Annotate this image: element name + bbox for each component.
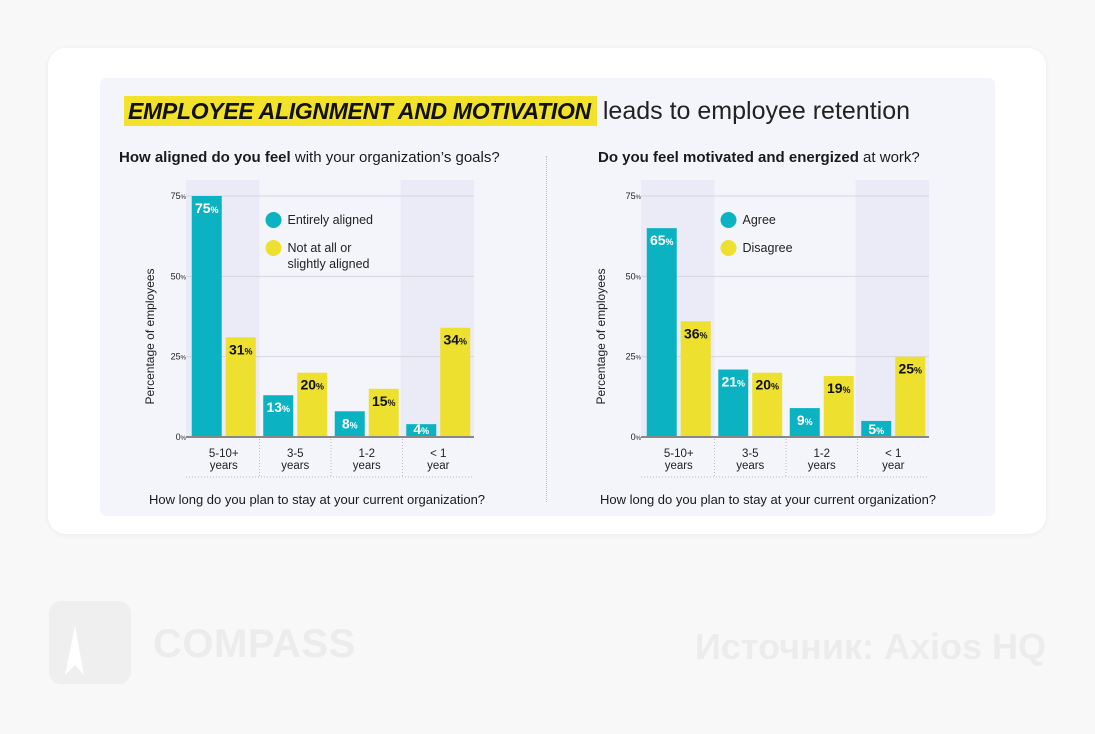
chart1-xlabel: How long do you plan to stay at your cur… (149, 492, 486, 507)
bar-series-a (789, 408, 820, 436)
page-title: EMPLOYEE ALIGNMENT AND MOTIVATION leads … (124, 96, 910, 126)
chart1-question-rest: with your organization’s goals? (290, 149, 500, 166)
y-tick-label: 75% (626, 191, 642, 201)
bar-value-label: 19% (827, 380, 851, 396)
y-tick-label: 25% (171, 352, 187, 362)
legend-swatch-icon (265, 212, 282, 228)
y-tick-label: 0% (631, 432, 642, 442)
bar-series-a (406, 424, 437, 436)
legend-swatch-icon (265, 240, 282, 256)
legend-label: slightly aligned (288, 257, 370, 271)
chart2-question: Do you feel motivated and energized at w… (598, 149, 920, 166)
bar-value-label: 21% (721, 374, 745, 390)
chart-divider (546, 156, 547, 502)
bar-value-label: 15% (372, 393, 396, 409)
bar-series-b (225, 337, 256, 436)
x-tick-label: years (736, 460, 764, 472)
bar-series-a (718, 369, 749, 436)
compass-logo (49, 601, 131, 684)
bar-value-label: 4% (413, 421, 429, 437)
y-tick-label: 50% (171, 271, 187, 281)
bar-value-label: 8% (342, 415, 358, 431)
bar-series-b (368, 388, 399, 436)
bar-series-b (823, 375, 854, 436)
title-highlight: EMPLOYEE ALIGNMENT AND MOTIVATION (124, 96, 597, 126)
x-tick-label: years (808, 460, 836, 472)
chart1-question-bold: How aligned do you feel (119, 149, 291, 166)
x-tick-label: year (427, 460, 450, 472)
y-tick-label: 0% (176, 432, 187, 442)
bar-series-a (263, 395, 294, 436)
footer-brand: COMPASS (153, 622, 356, 666)
bar-value-label: 25% (898, 361, 922, 377)
bar-series-b (752, 372, 783, 436)
bar-series-b (440, 327, 471, 436)
bar-value-label: 65% (650, 232, 674, 248)
x-tick-label: 5-10+ (209, 448, 239, 460)
bar-series-a (861, 420, 892, 436)
arrow-logo-icon (65, 626, 84, 675)
bar-series-a (646, 228, 677, 436)
chart1-question: How aligned do you feel with your organi… (119, 149, 500, 166)
chart-aligned: 0% 25% 50% 75% Percentage of employees 75% 31%… (143, 180, 474, 478)
bar-value-label: 75% (195, 200, 219, 216)
bar-value-label: 31% (229, 341, 253, 357)
title-rest: leads to employee retention (602, 97, 911, 125)
x-tick-label: 3-5 (287, 448, 304, 460)
chart2-question-bold: Do you feel motivated and energized (598, 149, 859, 166)
y-tick-label: 50% (626, 271, 642, 281)
bar-value-label: 34% (443, 332, 467, 348)
x-tick-label: < 1 (430, 448, 446, 460)
bar-value-label: 5% (868, 421, 884, 437)
bar-series-b (895, 356, 926, 436)
bar-series-b (680, 321, 711, 436)
bar-series-a (334, 411, 365, 436)
bar-value-label: 20% (755, 377, 779, 393)
chart2-xlabel: How long do you plan to stay at your cur… (600, 492, 937, 507)
bar-value-label: 36% (684, 325, 708, 341)
footer-source: Источник: Axios HQ (695, 626, 1046, 667)
bar-series-a (191, 196, 222, 436)
y-axis-label: Percentage of employees (594, 268, 608, 404)
bar-value-label: 9% (797, 412, 813, 428)
y-tick-label: 25% (626, 352, 642, 362)
x-tick-label: years (665, 460, 693, 472)
x-tick-label: 5-10+ (664, 448, 694, 460)
x-tick-label: 1-2 (813, 448, 830, 460)
legend-swatch-icon (720, 240, 737, 256)
x-tick-label: years (353, 460, 381, 472)
x-tick-label: years (281, 460, 309, 472)
legend-label: Not at all or (288, 241, 352, 255)
x-tick-label: years (210, 460, 238, 472)
legend-label: Disagree (743, 241, 793, 255)
x-tick-label: 3-5 (742, 448, 759, 460)
legend-swatch-icon (720, 212, 737, 228)
y-tick-label: 75% (171, 191, 187, 201)
x-tick-label: year (882, 460, 905, 472)
legend-label: Entirely aligned (288, 213, 374, 227)
bar-series-b (297, 372, 328, 436)
chart2-question-rest: at work? (858, 149, 920, 166)
x-tick-label: 1-2 (358, 448, 375, 460)
chart-motivated: 0% 25% 50% 75% Percentage of employees 65% 36%… (594, 180, 929, 478)
x-tick-label: < 1 (885, 448, 901, 460)
bar-value-label: 20% (300, 377, 324, 393)
legend-label: Agree (743, 213, 776, 227)
bar-value-label: 13% (266, 399, 290, 415)
y-axis-label: Percentage of employees (143, 268, 157, 404)
